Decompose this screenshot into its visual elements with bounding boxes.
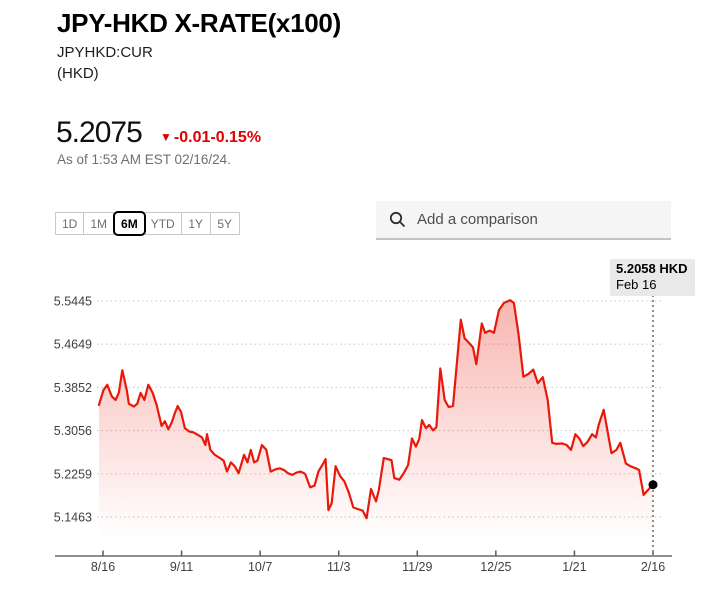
range-button-1d[interactable]: 1D <box>55 212 85 235</box>
callout-price: 5.2058 HKD <box>616 261 688 276</box>
page-title: JPY-HKD X-RATE(x100) <box>57 8 341 38</box>
last-price-dot <box>648 480 658 490</box>
y-axis-label: 5.4649 <box>54 338 92 352</box>
x-axis-label: 11/3 <box>327 560 350 574</box>
range-selector: 1D 1M 6M YTD 1Y 5Y <box>55 211 240 236</box>
x-axis-label: 9/11 <box>170 560 193 574</box>
y-axis-label: 5.1463 <box>54 511 92 525</box>
change-percent: -0.15% <box>210 129 262 146</box>
x-axis-label: 1/21 <box>562 560 586 574</box>
quote-currency: (HKD) <box>57 65 99 82</box>
area-fill <box>99 300 653 556</box>
price-change: ▼ -0.01-0.15% <box>160 129 261 147</box>
y-axis-label: 5.2259 <box>54 467 92 481</box>
y-axis-label: 5.3056 <box>54 424 92 438</box>
x-axis-label: 11/29 <box>402 560 432 574</box>
range-button-6m[interactable]: 6M <box>113 211 146 236</box>
y-axis-label: 5.3852 <box>54 381 92 395</box>
comparison-search-input[interactable] <box>415 210 659 229</box>
x-axis-label: 8/16 <box>91 560 115 574</box>
down-arrow-icon: ▼ <box>160 130 172 144</box>
last-price: 5.2075 <box>56 116 143 149</box>
last-price-callout: 5.2058 HKD Feb 16 <box>610 259 695 296</box>
search-icon <box>389 211 406 228</box>
range-button-1y[interactable]: 1Y <box>181 212 211 235</box>
as-of-timestamp: As of 1:53 AM EST 02/16/24. <box>57 152 231 167</box>
x-axis-label: 12/25 <box>480 560 511 574</box>
change-value: -0.01 <box>173 129 211 146</box>
comparison-search[interactable] <box>376 201 671 240</box>
ticker-symbol: JPYHKD:CUR <box>57 44 153 61</box>
price-line <box>97 299 655 520</box>
x-axis-label: 10/7 <box>248 560 272 574</box>
callout-date: Feb 16 <box>616 277 657 292</box>
range-button-ytd[interactable]: YTD <box>144 212 182 235</box>
gridlines-and-y-axis: 5.5445 5.4649 5.3852 5.3056 5.2259 5.1463 <box>54 295 662 525</box>
range-button-5y[interactable]: 5Y <box>210 212 240 235</box>
y-axis-label: 5.5445 <box>54 295 92 309</box>
x-axis: 8/16 9/11 10/7 11/3 11/29 12/25 1/21 2/16 <box>55 550 672 574</box>
x-axis-label: 2/16 <box>641 560 665 574</box>
